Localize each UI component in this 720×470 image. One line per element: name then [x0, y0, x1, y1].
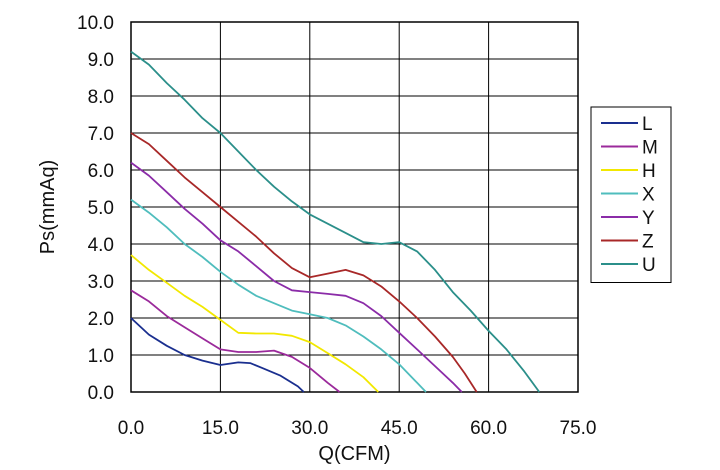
y-tick-label: 1.0 [88, 346, 114, 367]
y-tick-label: 10.0 [77, 13, 114, 34]
y-tick-label: 7.0 [88, 124, 114, 145]
y-tick-label: 5.0 [88, 198, 114, 219]
series-line-Y [130, 161, 463, 393]
y-tick-label: 0.0 [88, 383, 114, 404]
x-tick-label: 60.0 [470, 418, 507, 439]
y-tick-label: 4.0 [88, 235, 114, 256]
legend-label-Y: Y [642, 208, 655, 229]
series-line-X [130, 198, 427, 393]
legend-label-H: H [642, 161, 656, 182]
x-tick-label: 30.0 [291, 418, 328, 439]
y-tick-labels: 0.0 1.0 2.0 3.0 4.0 5.0 6.0 7.0 8.0 9.0 10.0 [77, 13, 114, 404]
y-tick-label: 9.0 [88, 50, 114, 71]
y-tick-label: 8.0 [88, 87, 114, 108]
x-tick-label: 0.0 [118, 418, 144, 439]
legend-box [590, 106, 672, 283]
legend-label-U: U [642, 255, 656, 276]
x-tick-label: 15.0 [202, 418, 239, 439]
series-layer [130, 50, 541, 393]
x-axis-label: Q(CFM) [318, 443, 390, 465]
y-tick-label: 6.0 [88, 161, 114, 182]
x-tick-label: 45.0 [381, 418, 418, 439]
series-line-L [130, 317, 305, 393]
plot-frame [130, 21, 579, 393]
series-line-U [130, 50, 541, 393]
x-tick-labels: 0.0 15.0 30.0 45.0 60.0 75.0 [118, 418, 597, 439]
x-tick-label: 75.0 [560, 418, 597, 439]
legend-label-X: X [642, 185, 655, 206]
series-line-M [130, 289, 341, 393]
series-line-H [130, 254, 379, 393]
y-axis-label: Ps(mmAq) [37, 160, 59, 254]
y-tick-label: 3.0 [88, 272, 114, 293]
legend-label-Z: Z [642, 232, 654, 253]
legend-label-L: L [642, 114, 653, 135]
series-line-Z [130, 132, 478, 393]
legend-label-M: M [642, 138, 658, 159]
y-tick-label: 2.0 [88, 309, 114, 330]
